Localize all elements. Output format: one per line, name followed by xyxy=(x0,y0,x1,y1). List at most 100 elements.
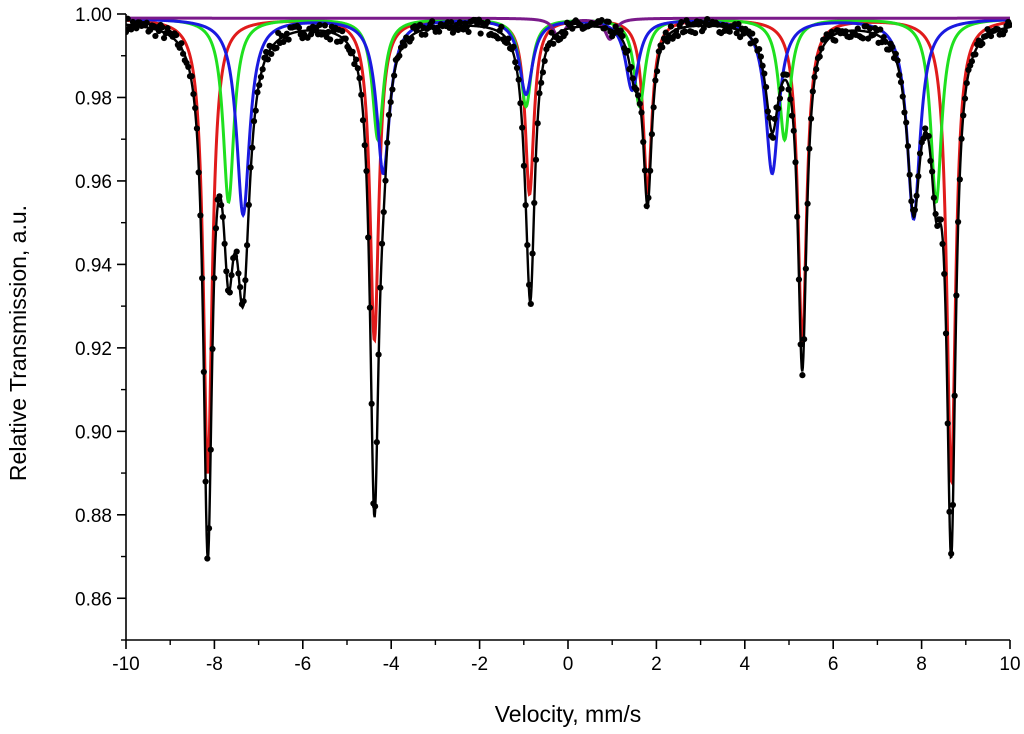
y-tick-label: 0.90 xyxy=(75,422,112,443)
data-point xyxy=(655,48,662,55)
data-point xyxy=(562,30,569,37)
data-point xyxy=(960,112,967,119)
data-point xyxy=(762,83,770,91)
data-point xyxy=(366,304,374,311)
data-point xyxy=(929,168,936,175)
data-point xyxy=(1006,21,1012,29)
data-point xyxy=(801,336,808,343)
data-point xyxy=(422,31,429,38)
data-point xyxy=(273,44,280,51)
data-point xyxy=(787,96,794,103)
data-point xyxy=(389,86,396,93)
data-point xyxy=(382,177,389,184)
data-point xyxy=(776,95,784,102)
data-point xyxy=(436,28,443,35)
data-point xyxy=(529,250,536,257)
x-tick-label: 6 xyxy=(828,654,839,675)
data-point xyxy=(802,265,809,272)
data-point xyxy=(401,42,408,49)
data-point xyxy=(256,82,263,89)
data-point xyxy=(769,134,777,141)
data-point xyxy=(735,20,742,28)
data-point xyxy=(179,50,187,57)
data-point xyxy=(375,351,382,358)
data-point xyxy=(320,29,327,36)
data-point xyxy=(749,30,756,37)
data-point xyxy=(377,284,384,291)
data-point xyxy=(598,17,605,24)
data-point xyxy=(372,503,379,510)
data-point xyxy=(228,272,235,279)
x-tick-label: 4 xyxy=(740,654,751,675)
data-point xyxy=(859,35,867,42)
data-point xyxy=(159,24,166,31)
data-point xyxy=(240,298,247,305)
data-point xyxy=(963,79,970,87)
data-point xyxy=(456,19,463,26)
data-point xyxy=(678,19,685,26)
data-point xyxy=(373,439,380,446)
data-point xyxy=(948,550,955,557)
data-point xyxy=(854,25,861,32)
data-point xyxy=(448,19,455,26)
data-point xyxy=(363,167,370,175)
data-point xyxy=(673,28,680,35)
data-point xyxy=(915,173,922,180)
data-point xyxy=(515,76,522,83)
data-point xyxy=(882,38,889,45)
data-point xyxy=(922,125,929,132)
data-point xyxy=(809,88,816,95)
data-point xyxy=(193,125,201,132)
data-point xyxy=(792,159,799,166)
data-point xyxy=(358,91,365,98)
data-point xyxy=(522,202,529,209)
data-point xyxy=(951,392,958,399)
data-point xyxy=(520,162,527,169)
data-point xyxy=(994,26,1001,33)
data-point xyxy=(202,478,209,485)
data-point xyxy=(652,77,659,84)
data-point xyxy=(958,135,965,142)
data-point xyxy=(505,35,512,42)
data-point xyxy=(761,70,768,77)
data-point xyxy=(259,66,266,73)
data-point xyxy=(173,32,180,39)
data-point xyxy=(889,43,896,51)
x-tick-label: -8 xyxy=(206,654,223,675)
data-point xyxy=(541,57,548,65)
y-tick-label: 0.94 xyxy=(75,255,112,276)
data-point xyxy=(550,40,557,47)
data-point xyxy=(185,63,192,71)
data-point xyxy=(349,48,356,55)
data-point xyxy=(913,192,920,199)
data-point xyxy=(200,368,207,376)
data-point xyxy=(972,51,979,58)
data-point xyxy=(378,240,386,247)
data-point xyxy=(629,75,636,82)
data-point xyxy=(641,167,649,174)
x-tick-label: -4 xyxy=(383,654,400,675)
data-point xyxy=(757,53,764,60)
data-point xyxy=(477,30,484,37)
data-point xyxy=(790,127,797,134)
data-point xyxy=(237,284,244,291)
data-point xyxy=(764,108,771,115)
data-point xyxy=(605,18,612,25)
data-point xyxy=(188,73,195,80)
data-point xyxy=(207,446,214,453)
data-point xyxy=(795,276,803,283)
data-point xyxy=(463,23,470,30)
data-point xyxy=(387,98,394,106)
measured-data-points xyxy=(126,15,1012,562)
data-point xyxy=(327,36,334,43)
data-point xyxy=(519,124,526,131)
data-point xyxy=(648,131,656,138)
data-point xyxy=(195,169,202,176)
data-point xyxy=(226,289,233,296)
data-point xyxy=(380,208,387,216)
subspectrum-blue-line xyxy=(126,17,1011,221)
data-point xyxy=(908,198,915,205)
axes-layer: -10 -8 -6 -4 -2 0 2 4 6 8 10 0.860.880.900.920.940… xyxy=(75,5,1021,675)
data-point xyxy=(906,171,913,178)
data-point xyxy=(359,117,367,124)
